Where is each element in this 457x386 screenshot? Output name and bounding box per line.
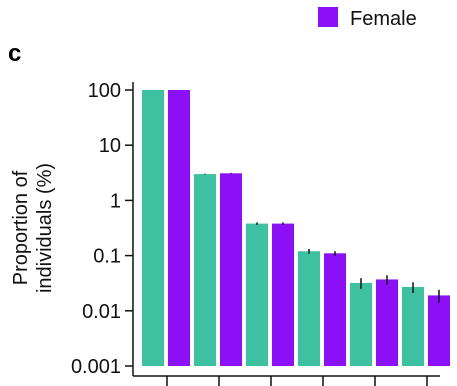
bar: [246, 223, 268, 366]
y-tick-label: 10: [99, 135, 121, 157]
legend-label-female: Female: [350, 8, 417, 30]
bar: [376, 279, 398, 366]
y-tick-label: 0.1: [93, 246, 121, 268]
bar: [272, 223, 294, 366]
legend-swatch-female: [318, 7, 338, 27]
bar: [402, 286, 424, 366]
y-tick-label: 0.01: [82, 301, 121, 323]
y-axis-label-line-1: Proportion of: [10, 170, 32, 285]
bar: [298, 251, 320, 366]
y-tick-label: 100: [88, 80, 121, 102]
legend: Female: [318, 7, 417, 30]
x-axis: [133, 375, 440, 386]
bar: [220, 173, 242, 366]
bar: [428, 295, 450, 366]
bar: [350, 282, 372, 366]
bar: [324, 253, 346, 366]
y-axis-label-line-2: individuals (%): [34, 163, 56, 293]
bars: [142, 90, 450, 366]
bar: [168, 90, 190, 366]
panel-label: c: [8, 40, 21, 67]
bar: [142, 90, 164, 366]
y-tick-label: 0.001: [71, 356, 121, 378]
bar: [194, 174, 216, 366]
y-axis-label: Proportion of individuals (%): [10, 163, 56, 293]
y-tick-label: 1: [110, 190, 121, 212]
y-axis: 100 10 1 0.1 0.01 0.001: [71, 80, 134, 378]
